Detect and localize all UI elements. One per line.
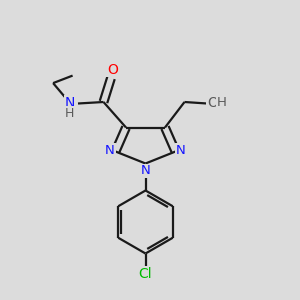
Text: O: O xyxy=(107,63,118,76)
Text: N: N xyxy=(141,164,150,178)
Text: N: N xyxy=(176,143,186,157)
Text: H: H xyxy=(217,96,226,109)
Text: O: O xyxy=(207,96,218,110)
Text: Cl: Cl xyxy=(139,267,152,281)
Text: N: N xyxy=(105,143,115,157)
Text: H: H xyxy=(65,106,74,120)
Text: N: N xyxy=(64,96,75,110)
